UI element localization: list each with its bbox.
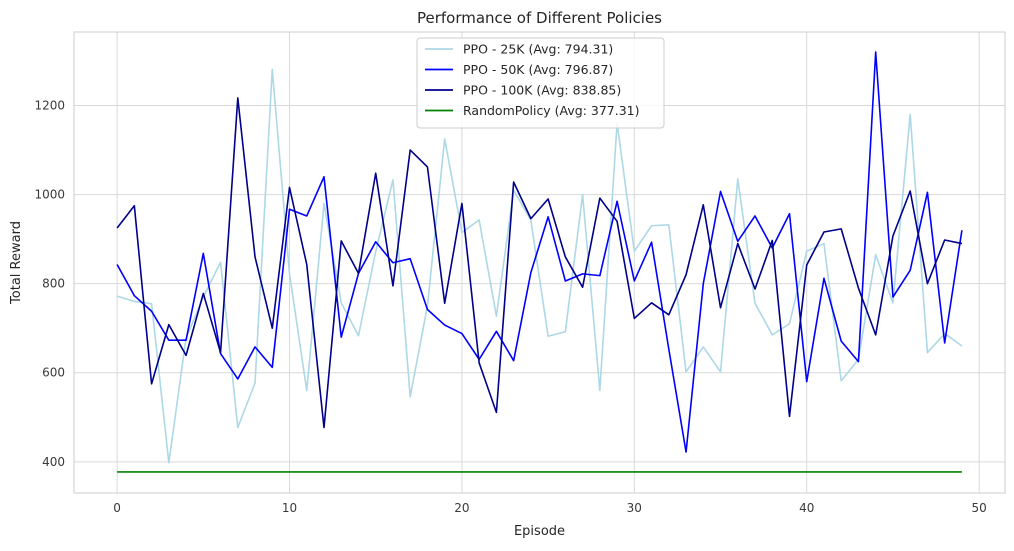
series-line-2 bbox=[116, 51, 963, 453]
x-axis-label: Episode bbox=[514, 524, 565, 539]
legend-label: PPO - 100K (Avg: 838.85) bbox=[463, 83, 621, 98]
series-line-1 bbox=[116, 68, 963, 464]
x-tick-label: 50 bbox=[971, 501, 986, 515]
y-axis-label: Total Reward bbox=[9, 221, 24, 305]
legend-label: PPO - 25K (Avg: 794.31) bbox=[463, 42, 613, 57]
series-line-3 bbox=[116, 97, 963, 429]
y-tick-label: 1000 bbox=[34, 188, 65, 202]
legend: PPO - 25K (Avg: 794.31) PPO - 50K (Avg: 7… bbox=[416, 37, 665, 129]
x-tick-label: 10 bbox=[282, 501, 297, 515]
y-tick-label: 600 bbox=[42, 366, 65, 380]
x-tick-label: 0 bbox=[113, 501, 121, 515]
legend-label: RandomPolicy (Avg: 377.31) bbox=[463, 103, 640, 118]
plot-frame bbox=[73, 31, 1006, 494]
x-tick-label: 40 bbox=[799, 501, 814, 515]
legend-items: PPO - 25K (Avg: 794.31) PPO - 50K (Avg: 7… bbox=[425, 42, 640, 118]
series-layer bbox=[116, 51, 963, 473]
x-tick-label: 20 bbox=[454, 501, 469, 515]
y-tick-label: 1200 bbox=[34, 98, 65, 112]
y-tick-label: 400 bbox=[42, 455, 65, 469]
y-tick-label: 800 bbox=[42, 277, 65, 291]
x-tick-label: 30 bbox=[627, 501, 642, 515]
legend-label: PPO - 50K (Avg: 796.87) bbox=[463, 62, 613, 77]
chart-title: Performance of Different Policies bbox=[417, 9, 662, 27]
legend-box bbox=[416, 37, 665, 129]
tick-labels: 0 10 20 30 40 50 400 600 800 1000 1200 bbox=[34, 98, 986, 515]
